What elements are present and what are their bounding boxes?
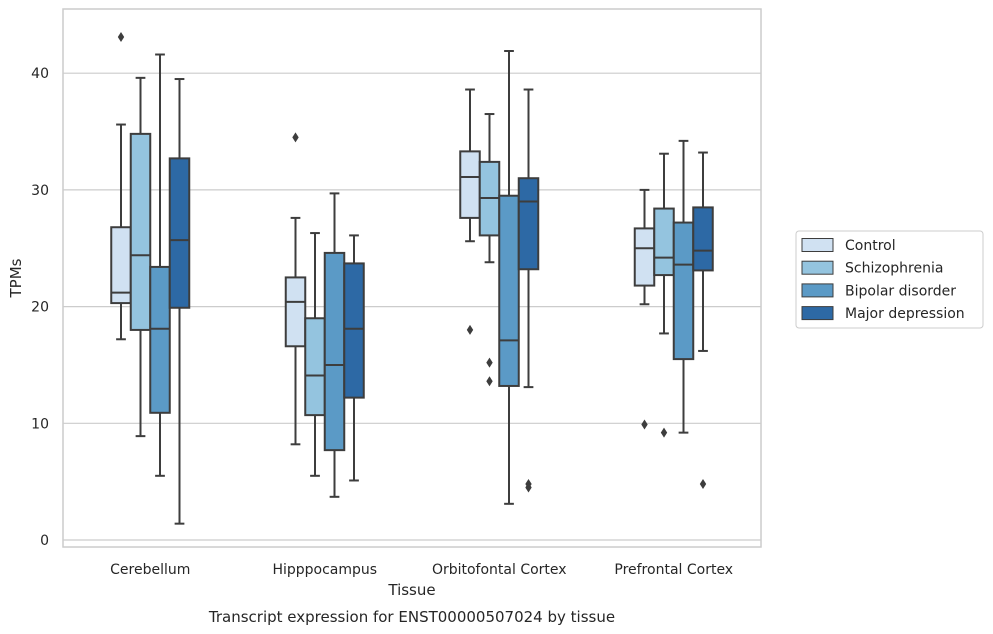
x-tick-label: Hipppocampus [272, 562, 377, 578]
outlier-point [117, 32, 125, 43]
x-tick-label: Cerebellum [110, 562, 190, 578]
legend-label: Bipolar disorder [845, 283, 956, 299]
x-tick-label: Orbitofontal Cortex [432, 562, 567, 578]
box-body [323, 251, 346, 452]
box-body [149, 265, 171, 414]
box-control [110, 32, 132, 341]
outlier-point [486, 357, 493, 368]
box-body [672, 221, 695, 361]
box-major-depression [168, 78, 191, 525]
box-major-depression [343, 234, 365, 482]
box-body [304, 317, 326, 417]
x-axis-title: Tissue [387, 581, 435, 599]
legend-label: Major depression [845, 306, 965, 322]
y-axis-title: TPMs [7, 258, 25, 298]
box-body [459, 150, 481, 219]
box-schizophrenia [304, 232, 326, 477]
box-body [498, 194, 520, 387]
box-major-depression [692, 151, 714, 489]
box-groups [110, 32, 714, 525]
outlier-point [466, 324, 474, 335]
box-control [459, 88, 481, 335]
y-tick-labels: 0 10 20 30 40 [31, 66, 49, 549]
box-schizophrenia [129, 76, 152, 438]
x-tick-label: Prefrontal Cortex [614, 562, 733, 578]
box-major-depression [517, 88, 540, 493]
chart-caption: Transcript expression for ENST0000050702… [208, 608, 615, 626]
box-bipolar-disorder [149, 53, 171, 477]
box-body [168, 157, 191, 309]
y-tick-label: 30 [31, 183, 49, 199]
legend-swatch [801, 283, 834, 298]
box-body [129, 132, 152, 331]
outlier-point [641, 419, 648, 430]
box-bipolar-disorder [672, 139, 695, 434]
y-tick-label: 40 [31, 66, 49, 82]
box-body [653, 207, 675, 277]
box-body [343, 262, 365, 399]
legend-swatch [801, 260, 834, 275]
y-tick-label: 20 [31, 300, 49, 316]
legend-swatch [801, 306, 834, 321]
legend-frame [795, 230, 984, 329]
y-tick-label: 0 [40, 533, 49, 549]
box-body [633, 227, 656, 287]
outlier-point [660, 427, 668, 438]
box-body [284, 276, 307, 348]
box-control [284, 132, 307, 446]
box-body [517, 177, 540, 271]
outlier-point [699, 478, 707, 489]
outlier-point [292, 132, 299, 143]
legend: Control Schizophrenia Bipolar disorder Majo… [795, 230, 984, 329]
box-bipolar-disorder [498, 50, 520, 505]
plot-area-frame [62, 8, 762, 548]
x-tick-labels: Cerebellum Hipppocampus Orbitofontal Corte… [110, 562, 733, 578]
box-schizophrenia [653, 152, 675, 438]
legend-label: Control [845, 238, 896, 254]
y-tick-label: 10 [31, 416, 49, 432]
outlier-point [525, 482, 532, 493]
outlier-point [486, 376, 493, 387]
legend-swatch [801, 238, 834, 252]
box-body [692, 206, 714, 272]
legend-label: Schizophrenia [845, 261, 943, 277]
